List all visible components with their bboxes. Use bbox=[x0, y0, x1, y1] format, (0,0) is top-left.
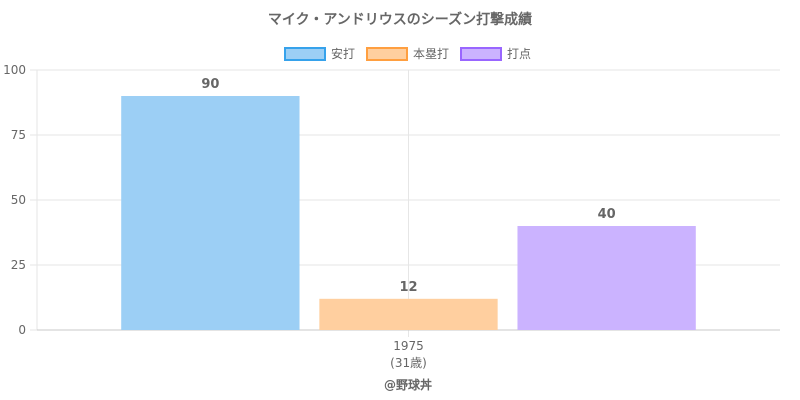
legend-label-2: 本塁打 bbox=[413, 47, 449, 61]
data-label-1: 90 bbox=[201, 77, 219, 92]
bar-3 bbox=[517, 226, 696, 330]
x-axis: 1975 (31歳) bbox=[390, 339, 427, 370]
data-label-3: 40 bbox=[598, 207, 616, 222]
legend-label-1: 安打 bbox=[331, 46, 355, 61]
y-tick-label: 50 bbox=[11, 193, 26, 207]
bar-1 bbox=[121, 96, 300, 330]
legend-swatch-3 bbox=[460, 47, 502, 61]
legend: 安打 本塁打 打点 bbox=[284, 46, 531, 61]
legend-swatch-1 bbox=[284, 47, 326, 61]
legend-swatch-2 bbox=[366, 47, 408, 61]
chart-title: マイク・アンドリウスのシーズン打撃成績 bbox=[268, 11, 532, 28]
bars bbox=[121, 96, 696, 330]
y-tick-label: 0 bbox=[18, 323, 26, 337]
y-axis: 0 25 50 75 100 bbox=[3, 63, 26, 337]
legend-label-3: 打点 bbox=[507, 47, 531, 61]
value-labels: 90 12 40 bbox=[201, 77, 615, 295]
y-tick-label: 100 bbox=[3, 63, 26, 77]
x-tick-label: 1975 bbox=[393, 339, 424, 353]
data-label-2: 12 bbox=[399, 280, 417, 295]
footer-credit: @野球丼 bbox=[384, 377, 432, 392]
y-tick-label: 75 bbox=[11, 128, 26, 142]
x-tick-sublabel: (31歳) bbox=[390, 356, 427, 370]
bar-2 bbox=[319, 298, 498, 330]
y-tick-label: 25 bbox=[11, 258, 26, 272]
